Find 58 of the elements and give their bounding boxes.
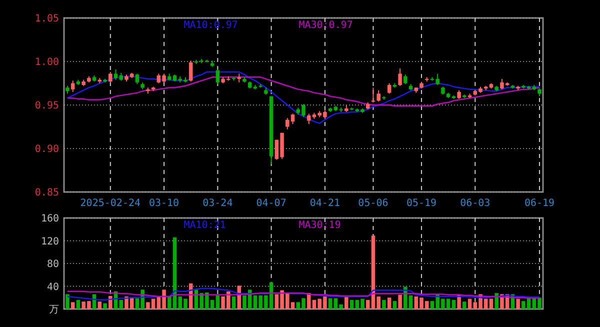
y-tick-label: 0.85 (34, 188, 59, 198)
bar (66, 294, 70, 309)
y-tick-label: 1.00 (34, 57, 59, 68)
x-tick-label: 03-10 (148, 198, 180, 209)
candlestick (371, 87, 376, 103)
y-tick-label: 160 (40, 214, 59, 224)
text: MA10:21 (184, 220, 226, 231)
bar (328, 298, 332, 309)
y-tick-label: 1.05 (34, 14, 59, 24)
x-tick-label: 03-24 (202, 198, 233, 209)
y-tick-label: 120 (40, 236, 59, 248)
candlestick (376, 90, 380, 102)
bar (468, 298, 472, 309)
bar (344, 296, 348, 309)
bar (216, 295, 220, 309)
y-tick-label: 0.90 (34, 144, 59, 155)
bar (366, 300, 370, 309)
bar (494, 293, 498, 309)
line-series (66, 71, 540, 124)
bar (108, 296, 112, 309)
bar (392, 301, 397, 309)
text: MA10:0.97 (184, 20, 238, 31)
y-tick-label: 80 (46, 259, 59, 270)
line-series (66, 288, 540, 300)
bar (70, 302, 75, 309)
candlestick (135, 73, 140, 85)
candlestick (306, 113, 311, 125)
bar (350, 300, 354, 309)
text: MA30:0.97 (298, 20, 353, 31)
candlestick (70, 80, 75, 92)
x-tick-label: 04-07 (256, 198, 286, 209)
candlestick (387, 82, 392, 94)
candlestick (398, 68, 402, 86)
y-tick-label: 0.95 (34, 100, 59, 112)
bar (232, 296, 236, 309)
x-tick-label: 04-21 (310, 198, 340, 209)
bar (452, 300, 456, 309)
bar (462, 302, 466, 309)
text: MA30:19 (298, 220, 341, 231)
candlestick (188, 60, 193, 82)
x-tick-label: 06-19 (524, 198, 555, 209)
y-tick-label: 万 (49, 304, 59, 316)
candlestick (108, 71, 112, 83)
x-tick-label: 06-03 (460, 198, 490, 209)
bar (98, 302, 102, 309)
y-tick-label: 40 (46, 282, 59, 293)
bar (103, 303, 107, 309)
bar (387, 298, 392, 309)
candlestick (216, 68, 220, 85)
bar (398, 294, 402, 309)
x-tick-label: 2025-02-24 (80, 198, 141, 209)
x-tick-label: 05-06 (358, 198, 388, 209)
line-series (66, 290, 540, 299)
candlestick (404, 74, 408, 85)
bar (516, 298, 520, 309)
x-tick-label: 05-19 (406, 198, 437, 209)
bar (76, 300, 80, 309)
bar (382, 300, 386, 309)
